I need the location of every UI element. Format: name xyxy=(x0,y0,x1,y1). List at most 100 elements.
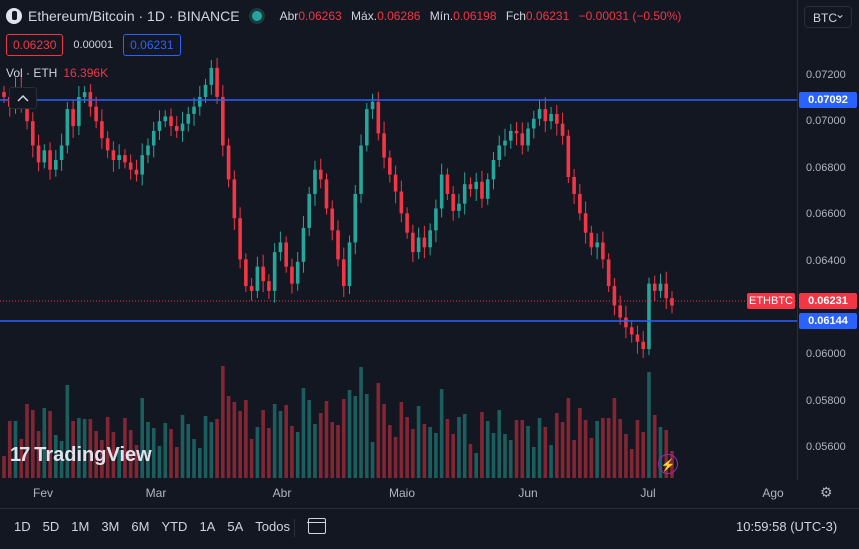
candle-body xyxy=(54,160,58,170)
candle-body xyxy=(583,213,588,233)
candle-body xyxy=(416,237,421,253)
volume-bar xyxy=(226,396,231,478)
candle-body xyxy=(480,181,484,199)
candle-body xyxy=(111,150,116,160)
range-5a-button[interactable]: 5A xyxy=(227,519,244,534)
buy-button[interactable]: 0.06231 xyxy=(123,34,181,56)
volume-bar xyxy=(474,453,479,478)
price-tick: 0.05800 xyxy=(806,395,846,407)
candle-body xyxy=(209,67,214,85)
ohlc-values: Abr0.06263 Máx.0.06286 Mín.0.06198 Fch0.… xyxy=(279,9,682,23)
range-all-button[interactable]: Todos xyxy=(255,519,290,534)
lower-level-label[interactable]: 0.06144 xyxy=(799,313,857,329)
sell-button[interactable]: 0.06230 xyxy=(6,34,64,56)
price-axis[interactable]: BTC 0.07200 0.07000 0.06800 0.06600 0.06… xyxy=(797,0,859,480)
upper-level-label[interactable]: 0.07092 xyxy=(799,92,857,108)
price-tick: 0.06800 xyxy=(806,162,846,174)
volume-bar xyxy=(255,427,260,478)
month-label: Jul xyxy=(640,486,656,500)
volume-bar xyxy=(457,417,461,478)
candle-body xyxy=(491,160,496,180)
calendar-icon[interactable] xyxy=(307,518,326,534)
candle-body xyxy=(451,193,455,211)
price-chart[interactable] xyxy=(0,0,797,480)
candle-body xyxy=(117,155,121,160)
candle-body xyxy=(601,242,605,260)
volume-bar xyxy=(428,427,432,478)
volume-bar xyxy=(209,422,214,478)
candle-body xyxy=(244,259,248,287)
candle-body xyxy=(612,286,617,306)
candle-body xyxy=(42,150,47,163)
volume-bar xyxy=(261,410,265,478)
month-label: Mar xyxy=(145,486,167,500)
candle-body xyxy=(163,116,168,122)
volume-bar xyxy=(169,429,173,478)
volume-bar xyxy=(19,439,24,478)
candle-body xyxy=(318,169,323,180)
currency-select[interactable]: BTC xyxy=(804,3,852,28)
candle-body xyxy=(572,176,576,194)
candle-body xyxy=(36,145,41,163)
volume-bar xyxy=(497,410,502,478)
range-ytd-button[interactable]: YTD xyxy=(161,519,188,534)
volume-bar xyxy=(336,425,340,478)
clock[interactable]: 10:59:58 (UTC-3) xyxy=(736,519,838,534)
range-1a-button[interactable]: 1A xyxy=(199,519,216,534)
candle-body xyxy=(353,193,358,243)
symbol-title[interactable]: Ethereum/Bitcoin · 1D · BINANCE xyxy=(28,8,240,24)
ethereum-icon xyxy=(6,8,22,24)
volume-bar xyxy=(232,402,237,478)
volume-bar xyxy=(290,426,294,478)
volume-bar xyxy=(647,372,651,478)
volume-bar xyxy=(445,419,450,478)
candle-body xyxy=(347,242,352,287)
volume-bar xyxy=(105,417,110,478)
volume-bar xyxy=(238,411,242,478)
volume-bar xyxy=(612,398,617,478)
candle-body xyxy=(555,113,559,124)
candle-body xyxy=(641,341,646,350)
candle-body xyxy=(238,218,242,260)
chevron-up-icon xyxy=(17,94,29,102)
volume-bar xyxy=(658,427,663,478)
range-3m-button[interactable]: 3M xyxy=(101,519,120,534)
candle-body xyxy=(48,150,52,170)
volume-bar xyxy=(601,418,605,478)
volume-bar xyxy=(589,438,594,478)
candle-body xyxy=(180,123,185,131)
tradingview-logo: 17 TradingView xyxy=(10,444,152,466)
time-axis[interactable]: Fev Mar Abr Maio Jun Jul Ago xyxy=(0,480,797,508)
volume-bar xyxy=(364,394,369,478)
volume-bar xyxy=(560,422,565,478)
lightning-icon[interactable]: ⚡ xyxy=(658,454,678,474)
toolbar-divider xyxy=(294,519,295,537)
candle-body xyxy=(578,193,582,214)
volume-bar xyxy=(146,422,150,478)
volume-bar xyxy=(272,404,277,478)
candle-body xyxy=(169,116,173,127)
volume-bar xyxy=(111,432,116,478)
candle-body xyxy=(635,334,640,342)
candle-body xyxy=(434,208,438,231)
candle-body xyxy=(664,283,669,299)
candle-body xyxy=(290,266,294,284)
range-5d-button[interactable]: 5D xyxy=(42,519,60,534)
candle-body xyxy=(197,96,202,107)
range-6m-button[interactable]: 6M xyxy=(131,519,150,534)
candle-body xyxy=(71,109,75,127)
volume-bar xyxy=(203,416,208,478)
candle-body xyxy=(439,174,444,209)
price-tick: 0.06600 xyxy=(806,208,846,220)
current-price-label: 0.06231 xyxy=(799,293,857,309)
candle-body xyxy=(232,179,237,219)
gear-icon[interactable]: ⚙ xyxy=(820,484,833,500)
volume-bar xyxy=(123,418,127,478)
range-1m-button[interactable]: 1M xyxy=(71,519,90,534)
month-label: Ago xyxy=(762,486,784,500)
candle-body xyxy=(370,101,375,110)
range-1d-button[interactable]: 1D xyxy=(14,519,31,534)
collapse-legend-button[interactable] xyxy=(9,87,37,109)
volume-bar xyxy=(606,418,611,478)
candle-body xyxy=(59,145,64,160)
